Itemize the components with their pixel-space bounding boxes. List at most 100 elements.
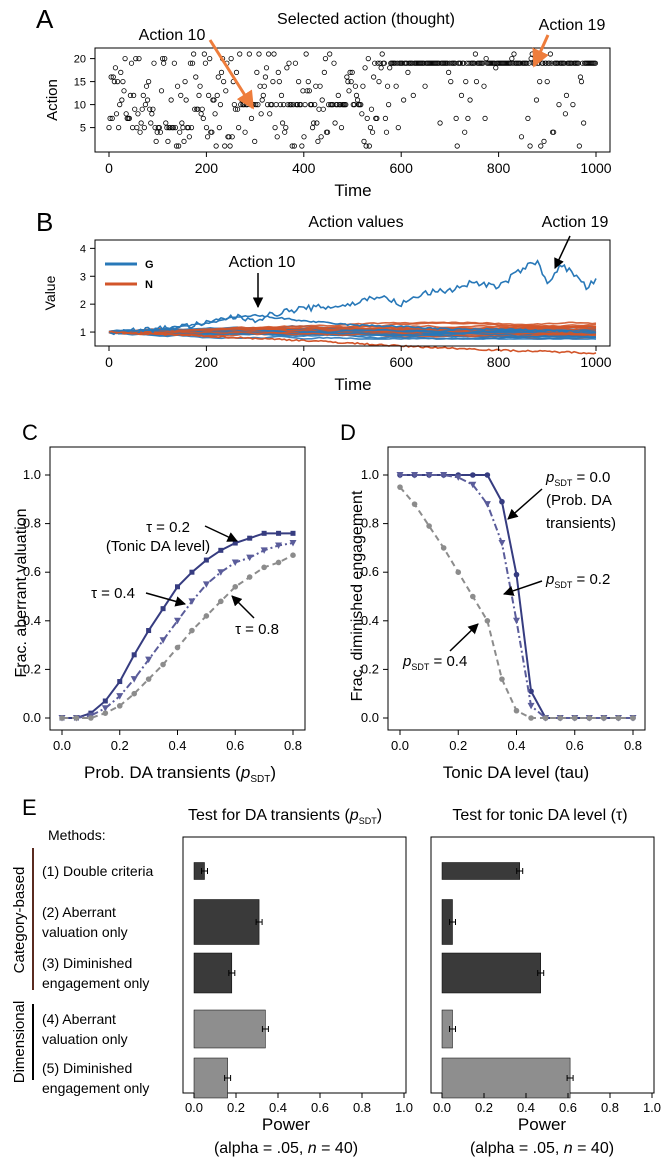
panel-a-point: [126, 115, 132, 122]
panel-a-point: [167, 125, 173, 131]
panel-e: E Methods: Category-based Dimensional (1…: [11, 795, 661, 1157]
panel-c-point: [73, 715, 80, 721]
panel-a-point: [117, 102, 123, 108]
panel-d-point: [513, 571, 520, 578]
panel-a-point: [544, 79, 550, 85]
panel-a-point: [541, 138, 547, 144]
panel-a-point: [363, 143, 369, 149]
panel-e-right-x-tick-label: 1.0: [643, 1100, 661, 1115]
panel-d-axes: 0.0 0.2 0.4 0.6 0.8 0.0 0.2 0.4 0.6 0.8 1.0: [361, 446, 646, 753]
panel-c-point: [145, 676, 152, 682]
panel-e-right-x-tick-label: 0.2: [475, 1100, 493, 1115]
panel-c-point: [203, 613, 210, 619]
panel-a-point: [311, 120, 317, 126]
panel-a-point: [179, 120, 185, 126]
panel-d-point: [527, 702, 535, 710]
panel-e-right-x-tick-label: 0.4: [517, 1100, 535, 1115]
panel-d-point: [454, 474, 462, 481]
panel-c-point: [290, 530, 296, 536]
panel-a-point: [462, 129, 468, 135]
panel-e-group2: Dimensional: [11, 1001, 28, 1084]
panel-a-point: [207, 55, 213, 62]
panel-e-left-x-tick-label: 0.0: [185, 1100, 203, 1115]
panel-d-point: [528, 688, 534, 695]
panel-a-y-tick-label: 10: [74, 100, 86, 112]
panel-d-point: [411, 501, 418, 507]
panel-a-point: [359, 111, 365, 117]
panel-a-point: [209, 129, 215, 135]
panel-a-point: [348, 79, 354, 85]
panel-c-point: [117, 679, 123, 685]
panel-a-point: [562, 111, 569, 117]
panel-a-point: [139, 106, 145, 112]
panel-c-y-tick-label: 1.0: [23, 467, 41, 482]
panel-a-point: [275, 69, 281, 76]
panel-d-point: [469, 481, 477, 489]
panel-d-point: [411, 472, 419, 479]
panel-a-annot-10: Action 10: [139, 27, 206, 44]
panel-d-y-tick-label: 0.8: [361, 516, 379, 531]
panel-a-point: [369, 129, 376, 135]
panel-c-point: [289, 540, 297, 547]
panel-a-point: [493, 65, 499, 71]
panel-c-point: [260, 547, 268, 554]
panel-a-point: [212, 111, 218, 117]
panel-a-point: [270, 79, 276, 85]
panel-e-left-frame: [182, 836, 407, 1094]
panel-c-y-tick-label: 0.6: [23, 564, 41, 579]
panel-a-point: [119, 97, 125, 103]
panel-a-point: [296, 79, 302, 85]
panel-a-point: [366, 143, 372, 149]
panel-a-point: [358, 102, 364, 108]
panel-a-point: [192, 106, 198, 112]
panel-a-point: [334, 102, 340, 108]
panel-a-point: [257, 83, 263, 89]
panel-e-right-xlabel: Power: [518, 1115, 567, 1134]
panel-b-annot-10: Action 10: [229, 254, 296, 271]
panel-c-point: [88, 715, 94, 721]
panel-e-method-label: engagement only: [42, 975, 149, 991]
panel-a-point: [458, 92, 465, 99]
panel-c-annot-tonic: (Tonic DA level): [106, 538, 210, 555]
panel-a-point: [185, 125, 191, 131]
panel-a-point: [347, 69, 353, 76]
panel-c-point: [160, 661, 166, 668]
panel-d-point: [440, 472, 448, 479]
panel-a-point: [454, 143, 460, 149]
panel-a-point: [248, 115, 255, 122]
panel-c-point: [59, 715, 65, 721]
panel-c-point: [275, 542, 283, 549]
panel-c-point: [145, 656, 153, 664]
panel-c-point: [130, 676, 138, 683]
panel-a-point: [204, 134, 211, 140]
panel-d-point: [440, 545, 447, 551]
panel-a-point: [222, 143, 228, 149]
panel-e-left-x-tick-label: 0.2: [227, 1100, 245, 1115]
panel-d-y-tick-label: 1.0: [361, 467, 379, 482]
panel-a-point: [109, 115, 115, 122]
panel-d-point: [396, 472, 404, 479]
panel-d-annot-p00-l2: (Prob. DA: [546, 492, 612, 509]
panel-c-point: [276, 530, 282, 536]
panel-a-point: [481, 83, 487, 89]
panel-e-method-label: (3) Diminished: [42, 955, 132, 971]
panel-d-annot-p02: pSDT = 0.2: [545, 571, 610, 590]
panel-d-point: [513, 707, 520, 714]
panel-c-point: [246, 574, 253, 580]
panel-a-point: [110, 74, 116, 80]
panel-a-point: [335, 92, 341, 99]
panel-b-y-tick-label: 1: [80, 327, 86, 339]
panel-d-annot-p04: pSDT = 0.4: [402, 653, 467, 672]
panel-a-point: [223, 88, 229, 94]
panel-a-point: [118, 69, 124, 76]
panel-a-point: [237, 51, 243, 57]
panel-c-x-tick-label: 0.6: [226, 738, 244, 753]
panel-c-point: [131, 652, 137, 658]
panel-e-left-x-tick-label: 0.4: [269, 1100, 287, 1115]
panel-a-point: [401, 97, 407, 103]
panel-a-point: [233, 69, 240, 76]
panel-c-annot-tau08: τ = 0.8: [235, 621, 279, 638]
panel-d-x-tick-label: 0.2: [449, 738, 467, 753]
panel-b-arrow-19: [554, 235, 571, 269]
panel-c-point: [174, 617, 181, 625]
